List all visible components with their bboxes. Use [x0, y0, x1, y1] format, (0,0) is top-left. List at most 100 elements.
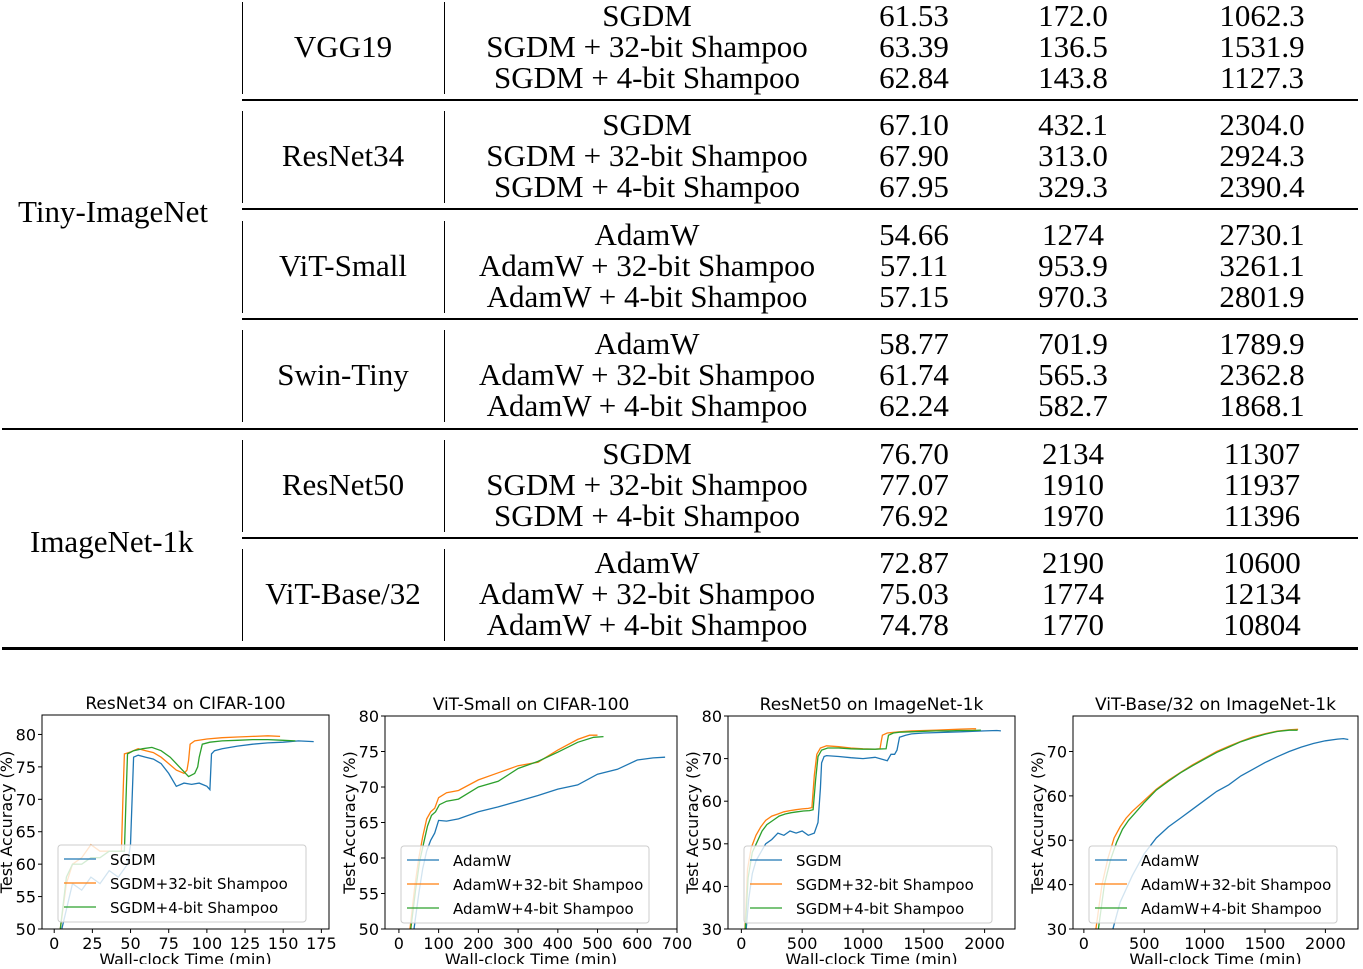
memory-cell: 11937	[1223, 467, 1301, 502]
accuracy-cell: 61.74	[879, 357, 949, 392]
legend-entry: SGDM+32-bit Shampoo	[110, 875, 288, 893]
y-tick-label: 60	[1047, 787, 1067, 806]
x-tick-label: 0	[394, 934, 404, 953]
memory-cell: 2362.8	[1219, 357, 1305, 392]
memory-cell: 12134	[1223, 576, 1301, 611]
method-cell: SGDM	[602, 0, 692, 33]
row-divider	[242, 537, 1358, 539]
chart-4: ViT-Base/32 on ImageNet-1k 30 40 50 60 70 0 500…	[1028, 695, 1359, 969]
x-tick-label: 2000	[1305, 934, 1346, 953]
dataset-label: ImageNet-1k	[30, 524, 194, 559]
x-tick-label: 125	[230, 934, 261, 953]
time-cell: 970.3	[1038, 279, 1108, 314]
method-cell: SGDM + 4-bit Shampoo	[494, 498, 800, 533]
y-axis-label: Test Accuracy (%)	[1028, 751, 1047, 894]
chart-title: ResNet34 on CIFAR-100	[85, 694, 285, 714]
accuracy-cell: 54.66	[879, 217, 949, 252]
model-label: Swin-Tiny	[277, 357, 409, 392]
time-cell: 565.3	[1038, 357, 1108, 392]
legend: SGDM SGDM+32-bit Shampoo SGDM+4-bit Shampo…	[743, 845, 993, 924]
time-cell: 1770	[1042, 607, 1104, 642]
time-cell: 701.9	[1038, 326, 1108, 361]
y-tick-label: 70	[16, 790, 36, 809]
column-divider	[242, 440, 243, 532]
legend-entry: SGDM+32-bit Shampoo	[796, 876, 974, 894]
method-cell: SGDM	[602, 107, 692, 142]
accuracy-cell: 67.10	[879, 107, 949, 142]
legend-entry: AdamW+4-bit Shampoo	[453, 900, 634, 918]
time-cell: 2190	[1042, 545, 1104, 580]
legend: AdamW AdamW+32-bit Shampoo AdamW+4-bit Sha…	[400, 845, 650, 924]
x-tick-label: 50	[120, 934, 140, 953]
memory-cell: 1127.3	[1219, 60, 1305, 95]
accuracy-cell: 62.84	[879, 60, 949, 95]
x-tick-label: 500	[1129, 934, 1160, 953]
series-line	[744, 728, 977, 929]
method-cell: AdamW + 32-bit Shampoo	[478, 357, 816, 392]
method-cell: AdamW	[594, 545, 700, 580]
accuracy-cell: 76.92	[879, 498, 949, 533]
column-divider	[242, 221, 243, 313]
series-line	[745, 729, 1001, 929]
memory-cell: 2924.3	[1219, 138, 1305, 173]
table-bottom-rule	[2, 647, 1358, 650]
column-divider	[444, 549, 445, 641]
method-cell: SGDM + 32-bit Shampoo	[486, 467, 808, 502]
y-axis-label: Test Accuracy (%)	[683, 751, 702, 894]
model-label: VGG19	[293, 29, 393, 64]
time-cell: 313.0	[1038, 138, 1108, 173]
row-divider	[242, 318, 1358, 320]
x-tick-label: 400	[543, 934, 574, 953]
column-divider	[242, 2, 243, 94]
chart-3: ResNet50 on ImageNet-1k 30 40 50 60 70 80 0 500 1…	[683, 695, 1016, 969]
memory-cell: 2304.0	[1219, 107, 1305, 142]
x-tick-label: 25	[82, 934, 102, 953]
legend-entry: SGDM+4-bit Shampoo	[796, 900, 964, 918]
legend: AdamW AdamW+32-bit Shampoo AdamW+4-bit Sha…	[1088, 845, 1338, 924]
x-tick-label: 1000	[1184, 934, 1225, 953]
x-tick-label: 700	[662, 934, 693, 953]
x-tick-label: 500	[582, 934, 613, 953]
charts-canvas: ResNet34 on CIFAR-100 50 55 60 65 70 75 80 0 25 50…	[0, 694, 1359, 969]
y-tick-label: 50	[1047, 831, 1067, 850]
x-axis-label: Wall-clock Time (min)	[785, 950, 957, 964]
plot-frame	[1072, 715, 1359, 930]
column-divider	[444, 221, 445, 313]
method-cell: AdamW + 4-bit Shampoo	[486, 607, 808, 642]
y-tick-label: 40	[1047, 876, 1067, 895]
accuracy-cell: 57.11	[879, 248, 949, 283]
memory-cell: 1062.3	[1219, 0, 1305, 33]
time-cell: 1274	[1042, 217, 1104, 252]
y-tick-label: 55	[16, 888, 36, 907]
legend-entry: AdamW+4-bit Shampoo	[1141, 900, 1322, 918]
chart-2: ViT-Small on CIFAR-100 50 55 60 65 70 75 80 0 100…	[340, 695, 693, 969]
method-cell: SGDM	[602, 436, 692, 471]
accuracy-cell: 74.78	[879, 607, 949, 642]
x-tick-label: 0	[736, 934, 746, 953]
accuracy-cell: 72.87	[879, 545, 949, 580]
column-divider	[444, 2, 445, 94]
x-axis-label: Wall-clock Time (min)	[99, 950, 271, 964]
time-cell: 432.1	[1038, 107, 1108, 142]
x-tick-label: 300	[503, 934, 534, 953]
y-tick-label: 70	[1047, 743, 1067, 762]
series-line	[409, 734, 598, 929]
memory-cell: 1868.1	[1219, 388, 1305, 423]
method-cell: AdamW + 32-bit Shampoo	[478, 248, 816, 283]
x-tick-label: 500	[787, 934, 818, 953]
chart-title: ResNet50 on ImageNet-1k	[760, 695, 984, 715]
memory-cell: 10804	[1223, 607, 1301, 642]
x-tick-label: 200	[463, 934, 494, 953]
x-axis-label: Wall-clock Time (min)	[445, 950, 617, 964]
y-tick-label: 75	[359, 743, 379, 762]
method-cell: SGDM + 32-bit Shampoo	[486, 138, 808, 173]
time-cell: 136.5	[1038, 29, 1108, 64]
method-cell: SGDM + 32-bit Shampoo	[486, 29, 808, 64]
results-table: Tiny-ImageNet ImageNet-1k VGG19 ResNet34…	[2, 0, 1358, 650]
x-axis-label: Wall-clock Time (min)	[1129, 950, 1301, 964]
memory-cell: 2390.4	[1219, 169, 1305, 204]
method-cell: AdamW + 4-bit Shampoo	[486, 279, 808, 314]
x-tick-label: 1500	[903, 934, 944, 953]
memory-cell: 1531.9	[1219, 29, 1305, 64]
legend-entry: AdamW	[453, 852, 511, 870]
